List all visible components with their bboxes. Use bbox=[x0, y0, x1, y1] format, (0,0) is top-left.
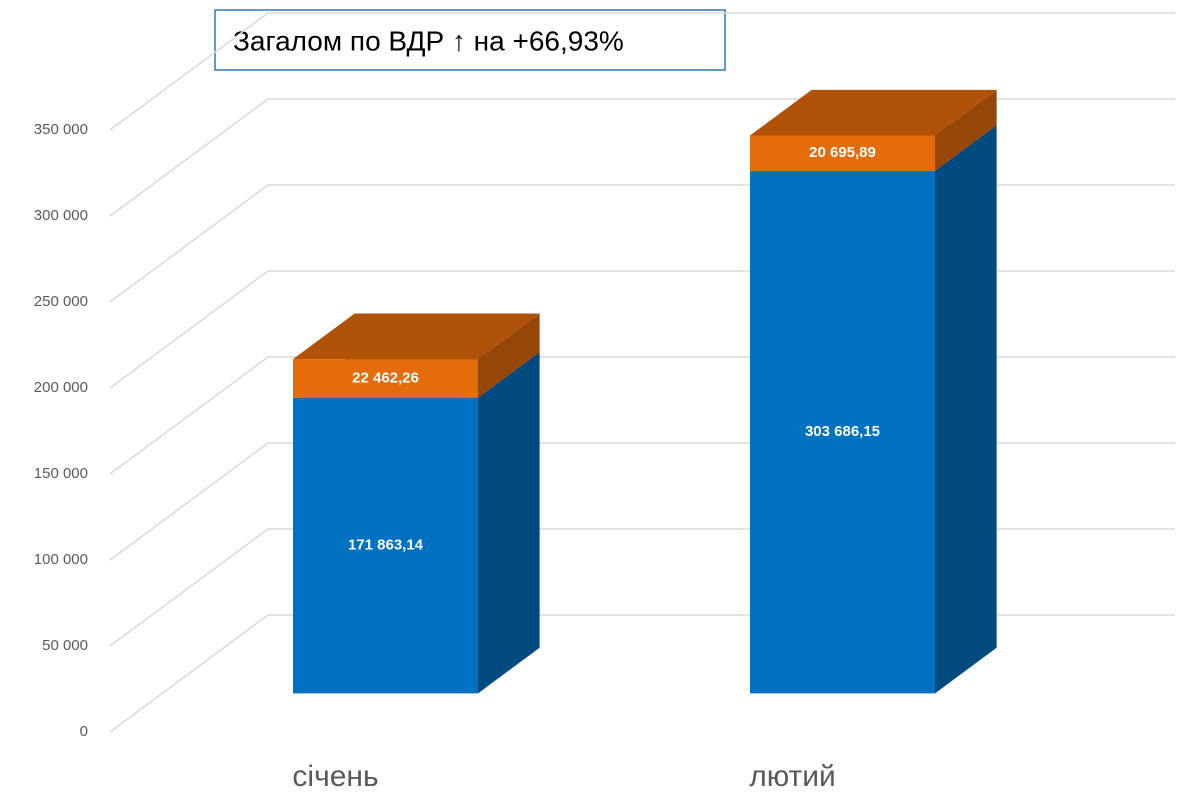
bar-side bbox=[935, 125, 997, 694]
grid-line bbox=[109, 356, 1175, 475]
y-tick-label: 200 000 bbox=[34, 379, 88, 396]
x-tick-label: лютий bbox=[749, 760, 836, 793]
x-tick-label: січень bbox=[292, 760, 378, 793]
y-tick-label: 250 000 bbox=[34, 293, 88, 310]
bar-top bbox=[750, 89, 997, 136]
grid-line bbox=[109, 270, 1175, 389]
bar-front bbox=[750, 135, 935, 172]
y-tick-label: 100 000 bbox=[34, 551, 88, 568]
bar-side bbox=[478, 313, 540, 398]
value-label: 20 695,89 bbox=[809, 144, 876, 161]
grid-line bbox=[109, 528, 1175, 647]
bar-top bbox=[293, 313, 540, 360]
bar-side bbox=[478, 352, 540, 694]
y-tick-label: 350 000 bbox=[34, 121, 88, 138]
y-tick-label: 150 000 bbox=[34, 465, 88, 482]
grid-line bbox=[109, 184, 1175, 303]
bar-front bbox=[293, 397, 478, 694]
grid-line bbox=[109, 614, 1175, 733]
bars: 171 863,14 22 462,26 303 686,15 20 695,89 bbox=[293, 89, 997, 694]
y-tick-label: 300 000 bbox=[34, 207, 88, 224]
grid-line bbox=[109, 12, 1175, 131]
value-label: 303 686,15 bbox=[805, 423, 880, 440]
value-label: 171 863,14 bbox=[348, 537, 424, 554]
y-tick-label: 0 bbox=[80, 723, 88, 740]
value-label: 22 462,26 bbox=[352, 369, 419, 386]
bar-side bbox=[935, 89, 997, 172]
annotation: Загалом по ВДР ↑ на +66,93% bbox=[233, 25, 624, 56]
grid-line bbox=[109, 442, 1175, 561]
bar-front bbox=[750, 171, 935, 694]
grid-line bbox=[109, 98, 1175, 217]
grid bbox=[109, 12, 1175, 733]
y-tick-label: 50 000 bbox=[42, 637, 88, 654]
annotation-box bbox=[214, 9, 726, 71]
bar-front bbox=[293, 359, 478, 398]
